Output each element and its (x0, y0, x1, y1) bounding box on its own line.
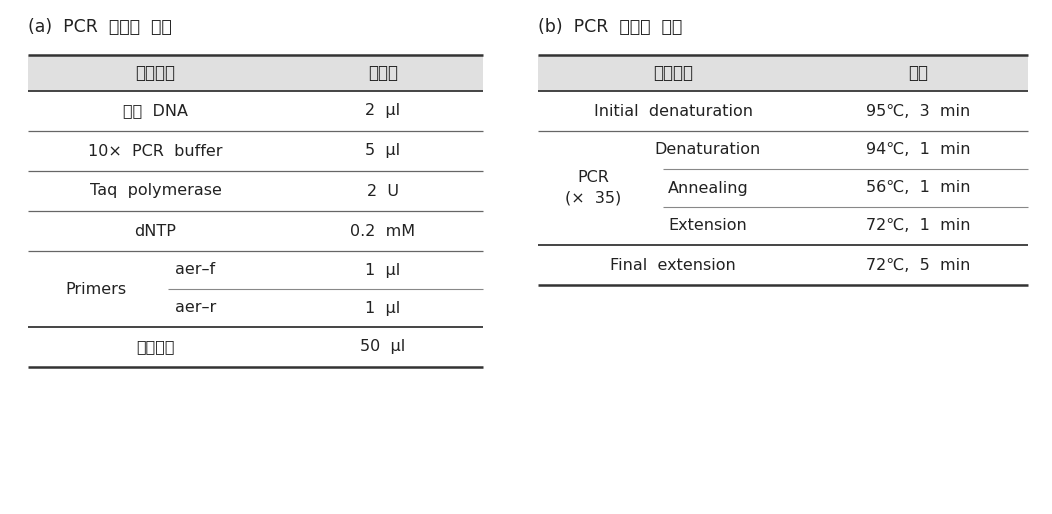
Text: 최종부피: 최종부피 (137, 340, 175, 355)
Text: 0.2  mM: 0.2 mM (350, 224, 416, 238)
Text: 1  μl: 1 μl (365, 301, 401, 316)
Text: 주형  DNA: 주형 DNA (123, 103, 188, 119)
Text: 94℃,  1  min: 94℃, 1 min (866, 142, 970, 157)
Text: dNTP: dNTP (135, 224, 177, 238)
Text: 반응단계: 반응단계 (653, 64, 693, 82)
Text: 5  μl: 5 μl (365, 143, 401, 158)
Text: 10×  PCR  buffer: 10× PCR buffer (88, 143, 223, 158)
Text: (×  35): (× 35) (565, 191, 621, 206)
Text: 1  μl: 1 μl (365, 263, 401, 278)
Text: Denaturation: Denaturation (655, 142, 762, 157)
Text: 72℃,  1  min: 72℃, 1 min (866, 218, 970, 233)
Text: 2  μl: 2 μl (365, 103, 401, 119)
Text: 반응물질: 반응물질 (136, 64, 176, 82)
Text: 첨가량: 첨가량 (368, 64, 398, 82)
Text: aer–f: aer–f (176, 263, 216, 278)
Text: Final  extension: Final extension (610, 258, 736, 272)
Text: 72℃,  5  min: 72℃, 5 min (866, 258, 970, 272)
Text: Primers: Primers (65, 282, 126, 297)
Text: Taq  polymerase: Taq polymerase (89, 183, 221, 198)
Text: 조건: 조건 (908, 64, 928, 82)
Text: aer–r: aer–r (175, 301, 216, 316)
Text: (b)  PCR  반응액  조건: (b) PCR 반응액 조건 (538, 18, 683, 36)
Text: 50  μl: 50 μl (361, 340, 406, 355)
Text: (a)  PCR  반응액  조성: (a) PCR 반응액 조성 (28, 18, 171, 36)
Bar (28, 55, 483, 91)
Text: Annealing: Annealing (668, 180, 748, 195)
Text: Extension: Extension (669, 218, 747, 233)
Text: 95℃,  3  min: 95℃, 3 min (866, 103, 970, 119)
Text: PCR: PCR (578, 171, 609, 186)
Text: Initial  denaturation: Initial denaturation (593, 103, 752, 119)
Bar (538, 55, 1028, 91)
Text: 56℃,  1  min: 56℃, 1 min (866, 180, 970, 195)
Text: 2  U: 2 U (367, 183, 399, 198)
